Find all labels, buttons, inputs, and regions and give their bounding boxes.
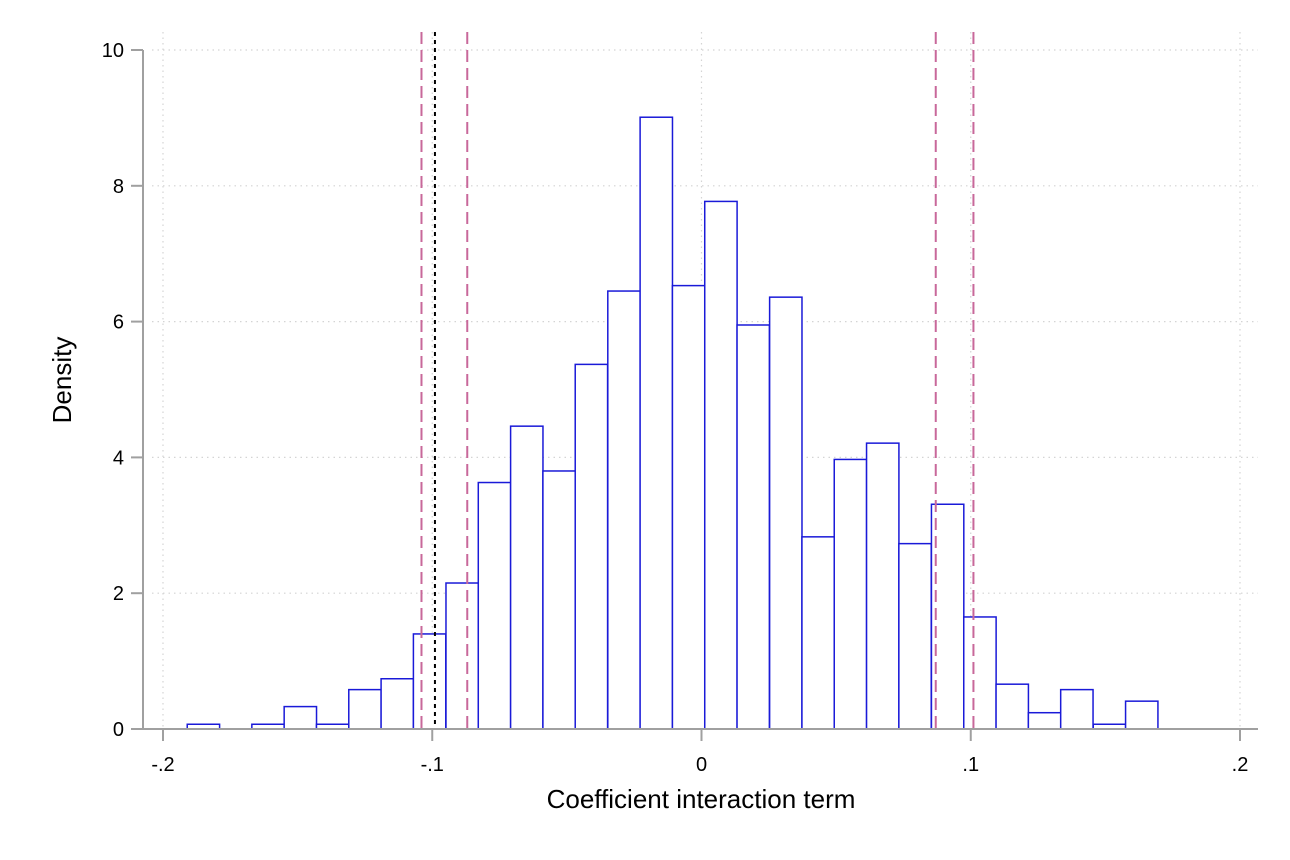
y-tick-label: 0	[113, 719, 124, 741]
histogram-bar	[1124, 700, 1159, 730]
y-tick-label: 4	[113, 447, 124, 469]
histogram-bar	[574, 363, 609, 730]
x-axis-title: Coefficient interaction term	[547, 784, 856, 814]
x-tick-label: -.1	[421, 754, 444, 776]
ticks: 0 2 4 6 8 10 -.2 -.1 0 .1 .2	[102, 40, 1249, 776]
y-axis-title: Density	[47, 337, 77, 424]
histogram-bar	[607, 290, 641, 730]
histogram-bar	[477, 481, 512, 730]
histogram-bar	[801, 536, 836, 730]
histogram-bar	[509, 425, 544, 730]
x-tick-label: .2	[1232, 754, 1249, 776]
histogram-bars	[186, 116, 1159, 730]
x-tick-label: 0	[696, 754, 707, 776]
y-tick-label: 2	[113, 583, 124, 605]
histogram-bar	[995, 683, 1030, 730]
histogram-bar	[865, 442, 900, 730]
histogram-bar	[768, 296, 803, 730]
histogram-bar	[1059, 688, 1094, 730]
y-tick-label: 10	[102, 40, 124, 62]
histogram-bar	[671, 284, 706, 730]
histogram-bar	[542, 470, 577, 730]
y-tick-label: 8	[113, 176, 124, 198]
y-tick-label: 6	[113, 312, 124, 334]
reference-lines	[420, 32, 975, 729]
histogram-bar	[283, 705, 318, 730]
histogram-bar	[412, 633, 447, 730]
histogram-bar	[445, 582, 480, 730]
histogram-bar	[962, 616, 997, 730]
histogram-bar	[348, 688, 382, 730]
histogram-bar	[639, 116, 674, 730]
x-tick-label: .1	[962, 754, 979, 776]
histogram-bar	[898, 542, 932, 730]
histogram-bar	[1027, 711, 1062, 730]
histogram-bar	[380, 678, 415, 730]
histogram-bar	[703, 200, 738, 730]
histogram-bar	[736, 324, 771, 730]
x-tick-label: -.2	[151, 754, 174, 776]
histogram-bar	[833, 458, 868, 730]
